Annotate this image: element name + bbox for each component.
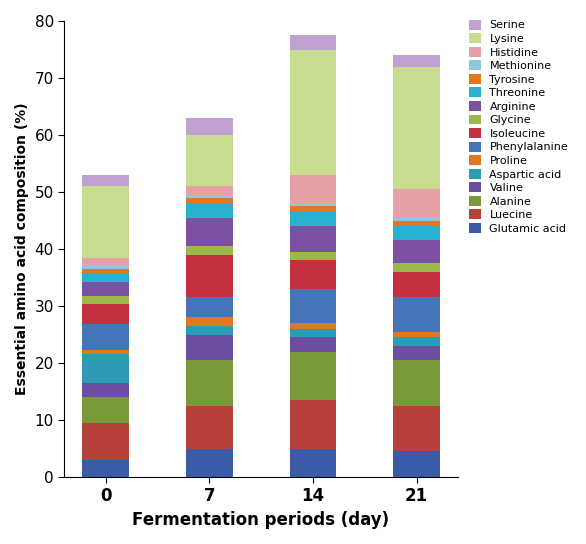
Bar bbox=[186, 298, 233, 317]
Bar bbox=[393, 337, 440, 346]
Bar bbox=[186, 186, 233, 195]
Legend: Serine, Lysine, Histidine, Methionine, Tyrosine, Threonine, Arginine, Glycine, I: Serine, Lysine, Histidine, Methionine, T… bbox=[467, 17, 570, 236]
Bar bbox=[82, 175, 129, 186]
Bar bbox=[82, 296, 129, 304]
Bar bbox=[393, 220, 440, 226]
Bar bbox=[393, 406, 440, 452]
Bar bbox=[289, 50, 336, 175]
Bar bbox=[289, 203, 336, 206]
Bar bbox=[82, 266, 129, 269]
Bar bbox=[186, 255, 233, 298]
Bar bbox=[289, 212, 336, 226]
Bar bbox=[393, 452, 440, 477]
Bar bbox=[393, 263, 440, 272]
Bar bbox=[186, 246, 233, 255]
Bar bbox=[289, 337, 336, 351]
Bar bbox=[186, 135, 233, 186]
Bar bbox=[393, 240, 440, 263]
Bar bbox=[393, 66, 440, 189]
Bar bbox=[289, 175, 336, 203]
Bar bbox=[393, 346, 440, 360]
Bar bbox=[289, 206, 336, 212]
Bar bbox=[186, 203, 233, 218]
Bar bbox=[289, 351, 336, 400]
Bar bbox=[289, 448, 336, 477]
Bar bbox=[186, 118, 233, 135]
Bar bbox=[186, 197, 233, 203]
Bar bbox=[289, 323, 336, 329]
Bar bbox=[393, 189, 440, 218]
Bar bbox=[289, 289, 336, 323]
Bar bbox=[393, 298, 440, 332]
Bar bbox=[393, 226, 440, 240]
Bar bbox=[186, 406, 233, 448]
Bar bbox=[289, 329, 336, 337]
Bar bbox=[186, 448, 233, 477]
Bar bbox=[393, 218, 440, 220]
Bar bbox=[289, 226, 336, 252]
Bar bbox=[186, 326, 233, 335]
Bar bbox=[186, 335, 233, 360]
Bar bbox=[82, 423, 129, 460]
Bar bbox=[82, 257, 129, 266]
Bar bbox=[393, 332, 440, 337]
Bar bbox=[82, 350, 129, 355]
Bar bbox=[82, 460, 129, 477]
Bar bbox=[186, 360, 233, 406]
X-axis label: Fermentation periods (day): Fermentation periods (day) bbox=[132, 511, 390, 529]
Bar bbox=[393, 272, 440, 298]
Bar bbox=[82, 355, 129, 383]
Bar bbox=[289, 400, 336, 448]
Bar bbox=[393, 360, 440, 406]
Bar bbox=[82, 273, 129, 281]
Bar bbox=[82, 186, 129, 257]
Bar bbox=[82, 304, 129, 324]
Y-axis label: Essential amino acid composition (%): Essential amino acid composition (%) bbox=[15, 103, 29, 395]
Bar bbox=[393, 55, 440, 66]
Bar bbox=[82, 324, 129, 350]
Bar bbox=[186, 218, 233, 246]
Bar bbox=[289, 252, 336, 261]
Bar bbox=[289, 261, 336, 289]
Bar bbox=[82, 383, 129, 397]
Bar bbox=[82, 397, 129, 423]
Bar bbox=[82, 269, 129, 273]
Bar bbox=[186, 195, 233, 197]
Bar bbox=[186, 317, 233, 326]
Bar bbox=[289, 35, 336, 50]
Bar bbox=[82, 281, 129, 296]
